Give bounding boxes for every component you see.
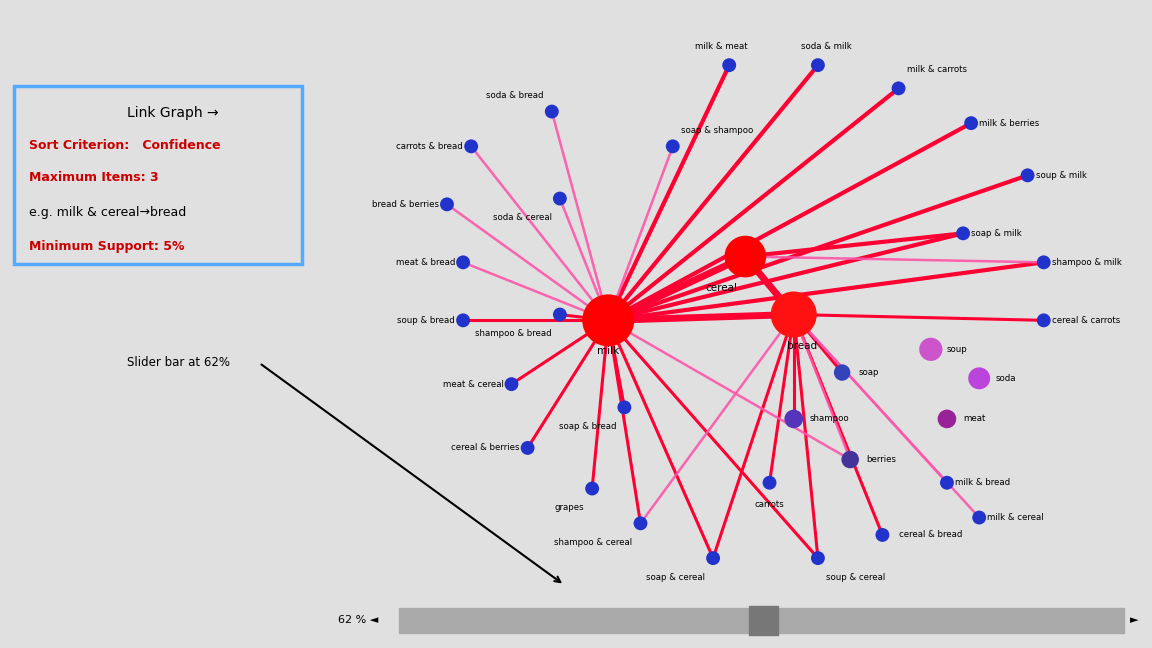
- Text: milk & cereal: milk & cereal: [987, 513, 1044, 522]
- Text: soup & milk: soup & milk: [1036, 171, 1086, 180]
- Point: [454, 315, 472, 325]
- Text: soap: soap: [858, 368, 879, 377]
- Text: milk & carrots: milk & carrots: [907, 65, 967, 74]
- Point: [889, 83, 908, 93]
- Point: [809, 60, 827, 71]
- Point: [736, 251, 755, 262]
- Point: [954, 228, 972, 238]
- Text: shampoo: shampoo: [810, 415, 849, 423]
- Point: [704, 553, 722, 563]
- Text: Slider bar at 62%: Slider bar at 62%: [127, 356, 229, 369]
- Point: [438, 199, 456, 209]
- Point: [599, 315, 617, 325]
- Text: 62 % ◄: 62 % ◄: [338, 616, 378, 625]
- Point: [518, 443, 537, 453]
- Text: cereal & berries: cereal & berries: [452, 443, 520, 452]
- Text: Link Graph →: Link Graph →: [127, 106, 219, 120]
- Point: [938, 414, 956, 424]
- Point: [1034, 315, 1053, 325]
- Point: [962, 118, 980, 128]
- Point: [970, 373, 988, 384]
- Point: [760, 478, 779, 488]
- Text: Maximum Items: 3: Maximum Items: 3: [29, 171, 159, 184]
- Point: [583, 483, 601, 494]
- Text: berries: berries: [866, 455, 896, 464]
- Text: soda & cereal: soda & cereal: [493, 213, 552, 222]
- Text: cereal & carrots: cereal & carrots: [1052, 316, 1120, 325]
- Text: Minimum Support: 5%: Minimum Support: 5%: [29, 240, 184, 253]
- Bar: [399, 608, 1124, 633]
- Point: [922, 344, 940, 354]
- Text: soap & milk: soap & milk: [971, 229, 1022, 238]
- Point: [1018, 170, 1037, 181]
- Text: milk & meat: milk & meat: [695, 41, 748, 51]
- Text: soup: soup: [947, 345, 968, 354]
- Text: soup & bread: soup & bread: [397, 316, 455, 325]
- Point: [970, 513, 988, 523]
- Text: soap & bread: soap & bread: [559, 422, 616, 431]
- Text: milk & bread: milk & bread: [955, 478, 1010, 487]
- Text: soda & milk: soda & milk: [801, 41, 851, 51]
- Text: soap & cereal: soap & cereal: [646, 573, 705, 582]
- Point: [454, 257, 472, 268]
- Point: [551, 309, 569, 319]
- Text: shampoo & milk: shampoo & milk: [1052, 258, 1122, 267]
- Text: bread & berries: bread & berries: [372, 200, 439, 209]
- Text: meat: meat: [963, 415, 985, 423]
- Text: milk & berries: milk & berries: [979, 119, 1039, 128]
- Text: soda: soda: [995, 374, 1016, 383]
- Point: [785, 309, 803, 319]
- Text: e.g. milk & cereal→bread: e.g. milk & cereal→bread: [29, 206, 187, 219]
- Text: soda & bread: soda & bread: [486, 91, 544, 100]
- Text: carrots & bread: carrots & bread: [396, 142, 463, 151]
- Text: soup & cereal: soup & cereal: [826, 573, 885, 582]
- Text: grapes: grapes: [554, 503, 584, 512]
- Point: [938, 478, 956, 488]
- Text: shampoo & bread: shampoo & bread: [475, 329, 552, 338]
- Point: [1034, 257, 1053, 268]
- Point: [631, 518, 650, 529]
- Text: ►: ►: [1130, 616, 1139, 625]
- Point: [551, 193, 569, 203]
- Point: [615, 402, 634, 413]
- Text: shampoo & cereal: shampoo & cereal: [554, 538, 632, 547]
- Text: bread: bread: [787, 341, 817, 351]
- Point: [833, 367, 851, 378]
- Point: [720, 60, 738, 71]
- Point: [664, 141, 682, 152]
- Point: [462, 141, 480, 152]
- Text: milk: milk: [597, 347, 620, 356]
- Bar: [749, 606, 778, 635]
- Text: cereal: cereal: [705, 283, 737, 293]
- Point: [841, 454, 859, 465]
- Text: carrots: carrots: [755, 500, 785, 509]
- Point: [502, 379, 521, 389]
- Text: meat & bread: meat & bread: [395, 258, 455, 267]
- Text: meat & cereal: meat & cereal: [442, 380, 503, 389]
- Point: [809, 553, 827, 563]
- Text: cereal & bread: cereal & bread: [899, 531, 962, 539]
- Text: Sort Criterion:   Confidence: Sort Criterion: Confidence: [29, 139, 221, 152]
- Point: [543, 106, 561, 117]
- Point: [873, 530, 892, 540]
- Text: soap & shampoo: soap & shampoo: [681, 126, 753, 135]
- Point: [785, 414, 803, 424]
